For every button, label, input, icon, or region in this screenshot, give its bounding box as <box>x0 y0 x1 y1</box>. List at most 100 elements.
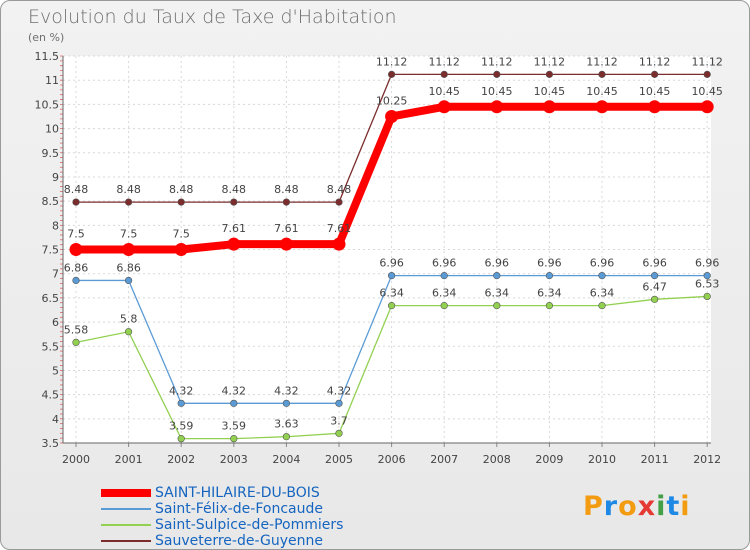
data-label: 10.45 <box>639 85 671 98</box>
x-tick-label: 2008 <box>483 453 511 466</box>
x-tick-label: 2010 <box>588 453 616 466</box>
data-label: 6.53 <box>695 277 720 290</box>
data-point <box>545 70 554 78</box>
data-point <box>230 198 238 206</box>
data-label: 6.86 <box>64 261 89 274</box>
legend-swatch <box>101 508 151 510</box>
data-label: 10.25 <box>376 94 408 107</box>
x-tick-label: 2006 <box>378 453 406 466</box>
data-label: 3.63 <box>274 418 299 431</box>
data-label: 4.32 <box>169 384 194 397</box>
data-label: 6.96 <box>642 257 667 270</box>
legend-label: Saint-Sulpice-de-Pommiers <box>155 517 344 533</box>
legend-swatch <box>101 524 151 526</box>
data-label: 3.59 <box>222 420 247 433</box>
data-label: 8.48 <box>274 183 299 196</box>
data-label: 11.12 <box>428 55 460 68</box>
logo-letter: i <box>656 491 667 522</box>
data-point <box>72 198 80 206</box>
legend-label: Saint-Félix-de-Foncaude <box>155 501 323 517</box>
y-tick-label: 6.5 <box>42 292 60 305</box>
data-label: 10.45 <box>428 85 460 98</box>
y-tick-label: 7 <box>52 268 59 281</box>
data-label: 5.8 <box>120 313 138 326</box>
legend-swatch <box>101 540 151 542</box>
data-point <box>227 237 241 251</box>
data-label: 6.34 <box>590 287 615 300</box>
data-label: 8.48 <box>222 183 247 196</box>
data-point <box>174 243 188 256</box>
data-label: 6.34 <box>537 287 562 300</box>
data-label: 10.45 <box>691 85 723 98</box>
data-label: 4.32 <box>274 384 299 397</box>
legend-swatch <box>101 489 151 497</box>
legend-label: SAINT-HILAIRE-DU-BOIS <box>155 485 320 501</box>
data-label: 8.48 <box>116 183 141 196</box>
data-point <box>598 302 606 310</box>
legend-label: Sauveterre-de-Guyenne <box>155 533 324 549</box>
y-tick-label: 3.5 <box>42 437 60 450</box>
data-point <box>703 292 711 301</box>
data-label: 7.5 <box>120 228 138 241</box>
data-point <box>490 100 504 114</box>
data-label: 6.47 <box>642 280 667 293</box>
data-point <box>177 198 185 206</box>
data-point <box>230 399 238 407</box>
data-point <box>595 100 609 114</box>
data-point <box>440 70 448 78</box>
x-tick-label: 2003 <box>220 453 248 466</box>
data-point <box>703 272 711 280</box>
x-tick-label: 2009 <box>535 453 563 466</box>
y-tick-label: 4.5 <box>42 389 60 402</box>
data-point <box>72 276 80 285</box>
x-tick-label: 2007 <box>430 453 458 466</box>
logo-letter: r <box>603 491 619 522</box>
data-point <box>650 272 659 280</box>
data-label: 10.45 <box>586 85 618 98</box>
data-label: 4.32 <box>222 384 247 397</box>
data-label: 11.12 <box>639 55 671 68</box>
data-point <box>703 70 711 78</box>
data-label: 3.59 <box>169 420 194 433</box>
data-point <box>648 100 662 114</box>
data-label: 11.12 <box>586 55 618 68</box>
y-tick-label: 4 <box>52 413 59 426</box>
y-tick-label: 5 <box>52 364 59 377</box>
data-point <box>545 272 554 280</box>
data-point <box>650 70 659 78</box>
data-label: 6.96 <box>379 257 404 270</box>
data-point <box>493 272 501 280</box>
data-point <box>545 302 554 310</box>
data-point <box>388 272 396 280</box>
data-point <box>177 435 185 443</box>
data-label: 3.7 <box>330 414 348 427</box>
data-point <box>388 302 396 310</box>
data-point <box>332 237 346 251</box>
y-tick-label: 10.5 <box>35 98 60 111</box>
y-tick-label: 7.5 <box>42 244 60 257</box>
y-tick-label: 6 <box>52 316 59 329</box>
data-point <box>72 338 80 346</box>
data-label: 10.45 <box>534 85 566 98</box>
data-label: 8.48 <box>327 183 352 196</box>
y-tick-label: 11 <box>45 74 59 87</box>
logo-letter: x <box>637 491 657 522</box>
data-point <box>69 243 83 256</box>
data-point <box>122 243 136 256</box>
logo-letter: t <box>666 491 681 522</box>
data-label: 7.5 <box>67 228 85 241</box>
data-point <box>388 70 396 78</box>
data-label: 6.34 <box>379 287 404 300</box>
data-point <box>282 433 291 441</box>
data-label: 6.86 <box>116 261 141 274</box>
chart-title: Evolution du Taux de Taxe d'Habitation <box>28 6 397 28</box>
data-label: 7.61 <box>222 222 247 235</box>
y-tick-label: 11.5 <box>35 50 60 63</box>
data-point <box>335 198 343 206</box>
data-point <box>230 435 238 443</box>
y-tick-label: 5.5 <box>42 340 60 353</box>
data-label: 11.12 <box>376 55 408 68</box>
data-point <box>177 399 185 407</box>
data-label: 6.96 <box>590 257 615 270</box>
